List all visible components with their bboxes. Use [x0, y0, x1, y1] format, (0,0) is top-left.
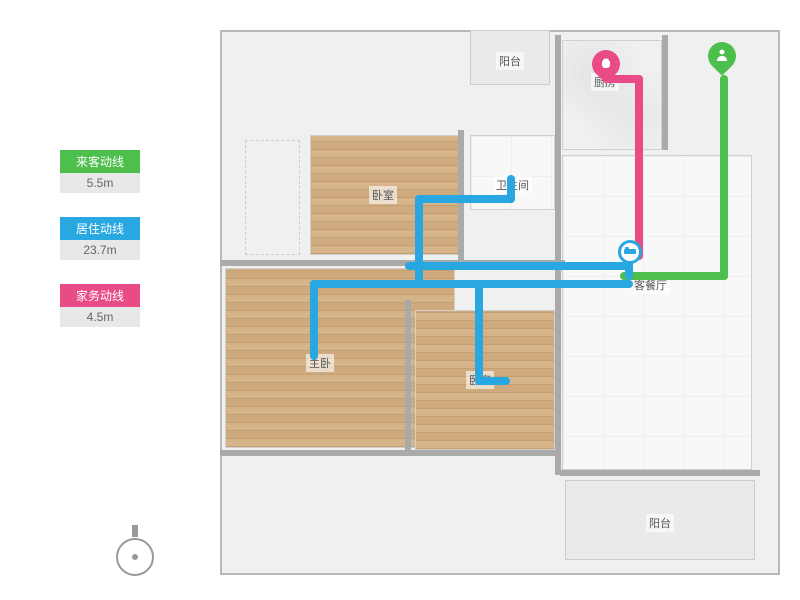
person-icon: [715, 48, 729, 64]
path-guest: [720, 75, 728, 280]
dashed-boundary: [245, 140, 300, 255]
wall-segment: [220, 450, 560, 456]
path-living: [310, 280, 633, 288]
room-label: 阳台: [646, 514, 674, 532]
path-living: [475, 280, 483, 385]
legend-value: 5.5m: [60, 173, 140, 193]
legend-item-guest: 来客动线 5.5m: [60, 150, 140, 193]
legend-label: 来客动线: [60, 150, 140, 173]
wall-segment: [560, 470, 760, 476]
path-living: [475, 377, 510, 385]
legend-label: 家务动线: [60, 284, 140, 307]
marker-entry: [708, 42, 736, 78]
compass: [115, 525, 155, 580]
marker-living_m: [618, 240, 646, 276]
room-label: 阳台: [496, 52, 524, 70]
legend-value: 23.7m: [60, 240, 140, 260]
pot-icon: [599, 56, 613, 72]
path-living: [415, 195, 423, 288]
legend-item-chore: 家务动线 4.5m: [60, 284, 140, 327]
legend: 来客动线 5.5m 居住动线 23.7m 家务动线 4.5m: [60, 150, 140, 351]
marker-chore_m: [592, 50, 620, 86]
legend-value: 4.5m: [60, 307, 140, 327]
room-balcony_top: 阳台: [470, 30, 550, 85]
wall-segment: [662, 35, 668, 150]
legend-label: 居住动线: [60, 217, 140, 240]
room-label: 卧室: [369, 186, 397, 204]
path-living: [405, 262, 633, 270]
wall-segment: [405, 300, 411, 450]
path-living: [415, 195, 515, 203]
wall-segment: [555, 35, 561, 475]
room-balcony_s: 阳台: [565, 480, 755, 560]
path-chore: [635, 75, 643, 260]
floorplan: 阳台厨房卧室卫生间客餐厅主卧卧室阳台: [190, 20, 780, 580]
legend-item-living: 居住动线 23.7m: [60, 217, 140, 260]
path-living: [507, 175, 515, 203]
bed-icon: [623, 243, 637, 261]
path-living: [310, 280, 318, 360]
